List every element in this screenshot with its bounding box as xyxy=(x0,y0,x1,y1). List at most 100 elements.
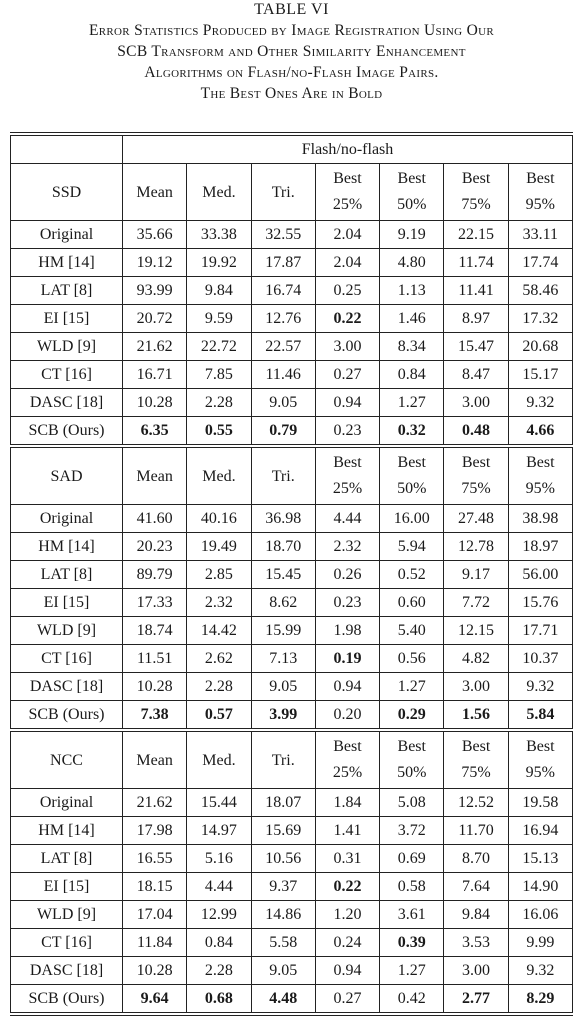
column-header-bottom: 25% xyxy=(332,196,363,213)
method-name: HM [14] xyxy=(10,816,123,845)
value-cell: 16.06 xyxy=(507,900,574,929)
value-cell: 0.24 xyxy=(314,928,381,957)
value-cell: 5.40 xyxy=(379,616,445,645)
method-name: DASC [18] xyxy=(10,956,123,985)
value-cell: 10.28 xyxy=(121,672,188,701)
value-cell: 11.41 xyxy=(443,276,509,305)
value-cell: 15.69 xyxy=(250,816,316,845)
method-name: LAT [8] xyxy=(10,560,123,589)
value-cell: 0.84 xyxy=(186,928,252,957)
method-name: EI [15] xyxy=(10,872,123,901)
value-cell: 8.34 xyxy=(379,332,445,361)
value-cell: 22.57 xyxy=(250,332,316,361)
value-cell: 12.76 xyxy=(250,304,316,333)
table-row: SCB (Ours) 9.64 0.68 4.48 0.27 0.42 2.77 8.29 xyxy=(10,984,574,1016)
value-cell: 5.08 xyxy=(379,788,445,817)
method-name: DASC [18] xyxy=(10,672,123,701)
value-cell: 8.97 xyxy=(443,304,509,333)
value-cell: 0.60 xyxy=(379,588,445,617)
method-name: CT [16] xyxy=(10,644,123,673)
value-cell: 16.55 xyxy=(121,844,188,873)
method-name: Original xyxy=(10,788,123,817)
value-cell: 11.46 xyxy=(250,360,316,389)
value-cell: 19.49 xyxy=(186,532,252,561)
value-cell: 20.68 xyxy=(507,332,574,361)
value-cell: 0.29 xyxy=(379,700,445,731)
column-header: Med. xyxy=(186,728,252,789)
method-name: CT [16] xyxy=(10,360,123,389)
value-cell: 56.00 xyxy=(507,560,574,589)
value-cell: 0.19 xyxy=(314,644,381,673)
value-cell: 0.42 xyxy=(379,984,445,1016)
method-name: WLD [9] xyxy=(10,332,123,361)
column-header-bottom: 25% xyxy=(332,764,363,781)
method-name: CT [16] xyxy=(10,928,123,957)
value-cell: 15.44 xyxy=(186,788,252,817)
table-row: DASC [18] 10.28 2.28 9.05 0.94 1.27 3.00 9.32 xyxy=(10,956,574,985)
column-header: Best 25% xyxy=(314,444,381,505)
table-row: SCB (Ours) 7.38 0.57 3.99 0.20 0.29 1.56 5.84 xyxy=(10,700,574,731)
value-cell: 12.99 xyxy=(186,900,252,929)
method-name: DASC [18] xyxy=(10,388,123,417)
value-cell: 0.26 xyxy=(314,560,381,589)
column-header-top: Best xyxy=(526,170,555,187)
value-cell: 5.84 xyxy=(507,700,574,731)
value-cell: 18.97 xyxy=(507,532,574,561)
column-header: Best 95% xyxy=(507,728,574,789)
value-cell: 11.74 xyxy=(443,248,509,277)
metric-label: SSD xyxy=(10,163,123,221)
value-cell: 21.62 xyxy=(121,788,188,817)
column-header: Best 50% xyxy=(379,444,445,505)
value-cell: 93.99 xyxy=(121,276,188,305)
value-cell: 15.99 xyxy=(250,616,316,645)
value-cell: 7.13 xyxy=(250,644,316,673)
table-row: CT [16] 16.71 7.85 11.46 0.27 0.84 8.47 15.17 xyxy=(10,360,574,389)
value-cell: 1.41 xyxy=(314,816,381,845)
value-cell: 10.37 xyxy=(507,644,574,673)
method-name: WLD [9] xyxy=(10,616,123,645)
table-row: HM [14] 17.98 14.97 15.69 1.41 3.72 11.70 16.94 xyxy=(10,816,574,845)
value-cell: 1.27 xyxy=(379,672,445,701)
value-cell: 1.27 xyxy=(379,388,445,417)
value-cell: 19.92 xyxy=(186,248,252,277)
value-cell: 9.05 xyxy=(250,672,316,701)
table-row: Original 21.62 15.44 18.07 1.84 5.08 12.52 19.5… xyxy=(10,788,574,817)
method-name: LAT [8] xyxy=(10,276,123,305)
value-cell: 19.12 xyxy=(121,248,188,277)
value-cell: 16.94 xyxy=(507,816,574,845)
value-cell: 9.32 xyxy=(507,672,574,701)
value-cell: 40.16 xyxy=(186,504,252,533)
corner-cell xyxy=(10,132,123,164)
value-cell: 15.47 xyxy=(443,332,509,361)
value-cell: 9.64 xyxy=(121,984,188,1016)
value-cell: 15.76 xyxy=(507,588,574,617)
value-cell: 32.55 xyxy=(250,220,316,249)
value-cell: 14.42 xyxy=(186,616,252,645)
value-cell: 89.79 xyxy=(121,560,188,589)
value-cell: 2.28 xyxy=(186,956,252,985)
value-cell: 14.86 xyxy=(250,900,316,929)
value-cell: 0.27 xyxy=(314,360,381,389)
column-header: Best 75% xyxy=(443,163,509,221)
value-cell: 0.32 xyxy=(379,416,445,447)
value-cell: 3.53 xyxy=(443,928,509,957)
column-header-top: Best xyxy=(461,170,491,187)
value-cell: 16.00 xyxy=(379,504,445,533)
value-cell: 3.61 xyxy=(379,900,445,929)
value-cell: 10.28 xyxy=(121,956,188,985)
value-cell: 0.84 xyxy=(379,360,445,389)
column-header-top: Best xyxy=(397,738,426,755)
value-cell: 1.98 xyxy=(314,616,381,645)
value-cell: 18.74 xyxy=(121,616,188,645)
value-cell: 3.00 xyxy=(314,332,381,361)
table-row: CT [16] 11.84 0.84 5.58 0.24 0.39 3.53 9.99 xyxy=(10,928,574,957)
column-header: Tri. xyxy=(250,728,316,789)
value-cell: 17.98 xyxy=(121,816,188,845)
column-header: Tri. xyxy=(250,163,316,221)
group-header-row: Flash/no-flash xyxy=(10,132,573,164)
method-name: HM [14] xyxy=(10,532,123,561)
value-cell: 6.35 xyxy=(121,416,188,447)
column-header: Tri. xyxy=(250,444,316,505)
column-header: Best 25% xyxy=(314,163,381,221)
method-name: HM [14] xyxy=(10,248,123,277)
